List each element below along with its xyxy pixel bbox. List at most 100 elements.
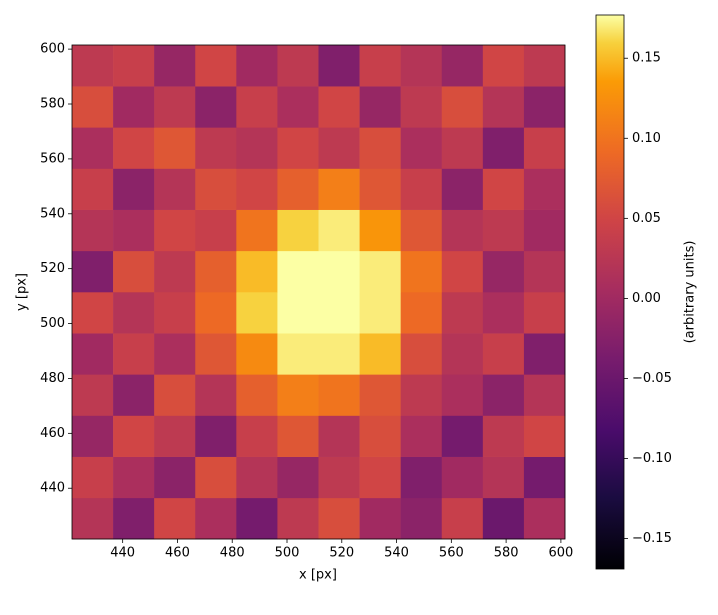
heatmap-cell	[195, 168, 237, 210]
heatmap-cell	[195, 374, 237, 416]
heatmap-cell	[523, 456, 566, 499]
heatmap-cell	[359, 45, 401, 87]
heatmap-cell	[72, 415, 114, 457]
heatmap-cell	[523, 209, 566, 252]
heatmap-cell	[154, 497, 196, 540]
colorbar-tick-label: −0.10	[632, 451, 672, 466]
y-tick-label: 540	[40, 206, 65, 221]
heatmap-cell	[482, 168, 525, 210]
heatmap-cell	[195, 456, 237, 499]
heatmap-cell	[72, 497, 114, 540]
heatmap-cell	[400, 45, 443, 87]
heatmap-cell	[318, 45, 360, 87]
heatmap-cell	[400, 374, 443, 416]
y-tick-label: 480	[40, 371, 65, 386]
heatmap-cell	[441, 292, 484, 334]
heatmap-cell	[154, 333, 196, 375]
colorbar-tick-label: 0.10	[632, 131, 661, 146]
y-tick-label: 580	[40, 97, 65, 112]
heatmap-cell	[441, 333, 484, 375]
heatmap-cell	[72, 209, 114, 252]
heatmap-cell	[113, 333, 155, 375]
heatmap-cell	[400, 333, 443, 375]
heatmap-cell	[113, 497, 155, 540]
heatmap-cell	[72, 168, 114, 210]
heatmap-cell	[236, 168, 278, 210]
y-tick-label: 520	[40, 261, 65, 276]
heatmap-cell	[72, 292, 114, 334]
y-axis-label: y [px]	[15, 273, 30, 311]
heatmap-cell	[441, 45, 484, 87]
heatmap-cell	[113, 86, 155, 128]
heatmap-cell	[277, 209, 319, 252]
heatmap-cell	[441, 374, 484, 416]
heatmap-cell	[318, 374, 360, 416]
x-tick-label: 500	[275, 546, 300, 561]
heatmap-cell	[72, 250, 114, 293]
heatmap-cell	[523, 374, 566, 416]
heatmap-cell	[523, 497, 566, 540]
colorbar-tick-label: 0.05	[632, 211, 661, 226]
heatmap-cell	[318, 250, 360, 293]
heatmap-cell	[441, 209, 484, 252]
heatmap-cell	[72, 374, 114, 416]
colorbar-tick-label: 0.15	[632, 51, 661, 66]
heatmap-cell	[482, 209, 525, 252]
heatmap-cell	[277, 415, 319, 457]
heatmap-cell	[113, 45, 155, 87]
heatmap-cell	[154, 86, 196, 128]
heatmap-cell	[318, 127, 360, 169]
x-tick-label: 460	[165, 546, 190, 561]
heatmap-cell	[359, 168, 401, 210]
heatmap-cell	[359, 497, 401, 540]
heatmap-cell	[441, 168, 484, 210]
heatmap-cell	[72, 127, 114, 169]
colorbar-label: (arbitrary units)	[683, 241, 698, 344]
heatmap-cell	[482, 497, 525, 540]
heatmap-cell	[72, 333, 114, 375]
heatmap-cell	[482, 292, 525, 334]
heatmap-cell	[359, 333, 401, 375]
heatmap-cell	[236, 250, 278, 293]
heatmap-cell	[482, 415, 525, 457]
x-axis-label: x [px]	[299, 568, 337, 583]
x-tick-label: 560	[439, 546, 464, 561]
heatmap-cell	[236, 292, 278, 334]
plot-frame	[71, 44, 566, 540]
heatmap-cell	[359, 86, 401, 128]
heatmap-cell	[318, 497, 360, 540]
heatmap-cell	[482, 333, 525, 375]
heatmap-cell	[277, 86, 319, 128]
heatmap-cell	[359, 456, 401, 499]
heatmap-cell	[113, 127, 155, 169]
heatmap-cell	[154, 168, 196, 210]
heatmap-cell	[523, 250, 566, 293]
heatmap-cell	[113, 250, 155, 293]
heatmap-cell	[277, 45, 319, 87]
heatmap-cell	[441, 497, 484, 540]
x-tick-label: 600	[548, 546, 573, 561]
heatmap-cell	[236, 333, 278, 375]
heatmap-cell	[441, 250, 484, 293]
heatmap-cell	[359, 415, 401, 457]
heatmap-cell	[318, 456, 360, 499]
heatmap-cell	[236, 456, 278, 499]
heatmap-cell	[195, 209, 237, 252]
heatmap-cell	[154, 209, 196, 252]
heatmap-cell	[113, 209, 155, 252]
y-tick-label: 500	[40, 316, 65, 331]
heatmap-cell	[72, 86, 114, 128]
heatmap-cell	[236, 497, 278, 540]
heatmap-cell	[236, 127, 278, 169]
heatmap-cell	[154, 415, 196, 457]
heatmap-cell	[482, 45, 525, 87]
heatmap-cell	[318, 86, 360, 128]
heatmap-cell	[318, 415, 360, 457]
heatmap-cell	[400, 456, 443, 499]
colorbar	[595, 14, 625, 570]
heatmap-cell	[72, 456, 114, 499]
heatmap-cell	[359, 292, 401, 334]
heatmap-cell	[482, 86, 525, 128]
heatmap-cell	[441, 415, 484, 457]
